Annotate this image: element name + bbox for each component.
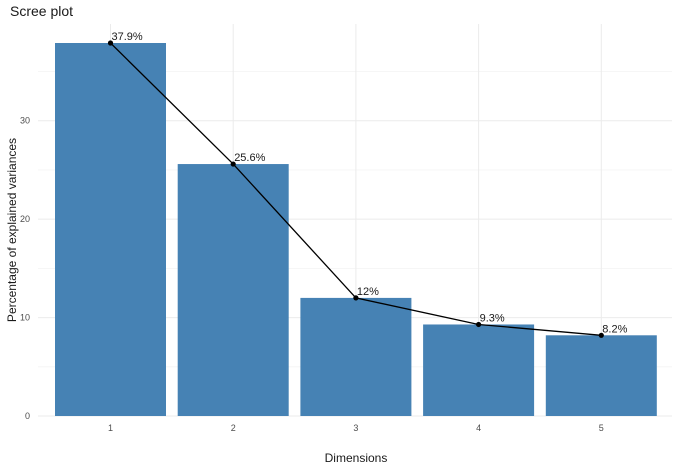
chart-title: Scree plot: [10, 3, 73, 19]
bars: [55, 43, 657, 416]
y-tick-label: 30: [20, 116, 30, 126]
x-axis-ticks: 1 2 3 4 5: [108, 423, 604, 433]
y-tick-label: 0: [25, 411, 30, 421]
y-axis-ticks: 0 10 20 30: [20, 116, 30, 421]
y-tick-label: 10: [20, 313, 30, 323]
x-tick-label: 3: [353, 423, 358, 433]
data-label-5: 8.2%: [602, 323, 627, 335]
x-tick-label: 1: [108, 423, 113, 433]
data-label-2: 25.6%: [234, 152, 265, 164]
bar-dimension-1: [55, 43, 166, 416]
y-axis-title: Percentage of explained variances: [5, 138, 19, 322]
data-label-3: 12%: [357, 286, 379, 298]
trend-point-2: [230, 161, 236, 167]
data-label-4: 9.3%: [480, 312, 505, 324]
data-labels: 37.9% 25.6% 12% 9.3% 8.2%: [112, 31, 628, 335]
bar-dimension-5: [545, 335, 657, 416]
data-label-1: 37.9%: [112, 31, 143, 43]
trend-point-1: [107, 40, 114, 46]
trend-point-3: [353, 295, 359, 301]
trend-point-5: [598, 332, 604, 338]
bar-dimension-4: [423, 324, 535, 416]
y-tick-label: 20: [20, 214, 30, 224]
x-tick-label: 5: [599, 423, 604, 433]
trend-points: [107, 40, 604, 338]
bar-dimension-3: [300, 297, 412, 416]
x-axis-title: Dimensions: [325, 451, 388, 465]
x-tick-label: 4: [476, 423, 481, 433]
x-tick-label: 2: [231, 423, 236, 433]
trend-point-4: [476, 321, 482, 328]
bar-dimension-2: [177, 164, 289, 416]
